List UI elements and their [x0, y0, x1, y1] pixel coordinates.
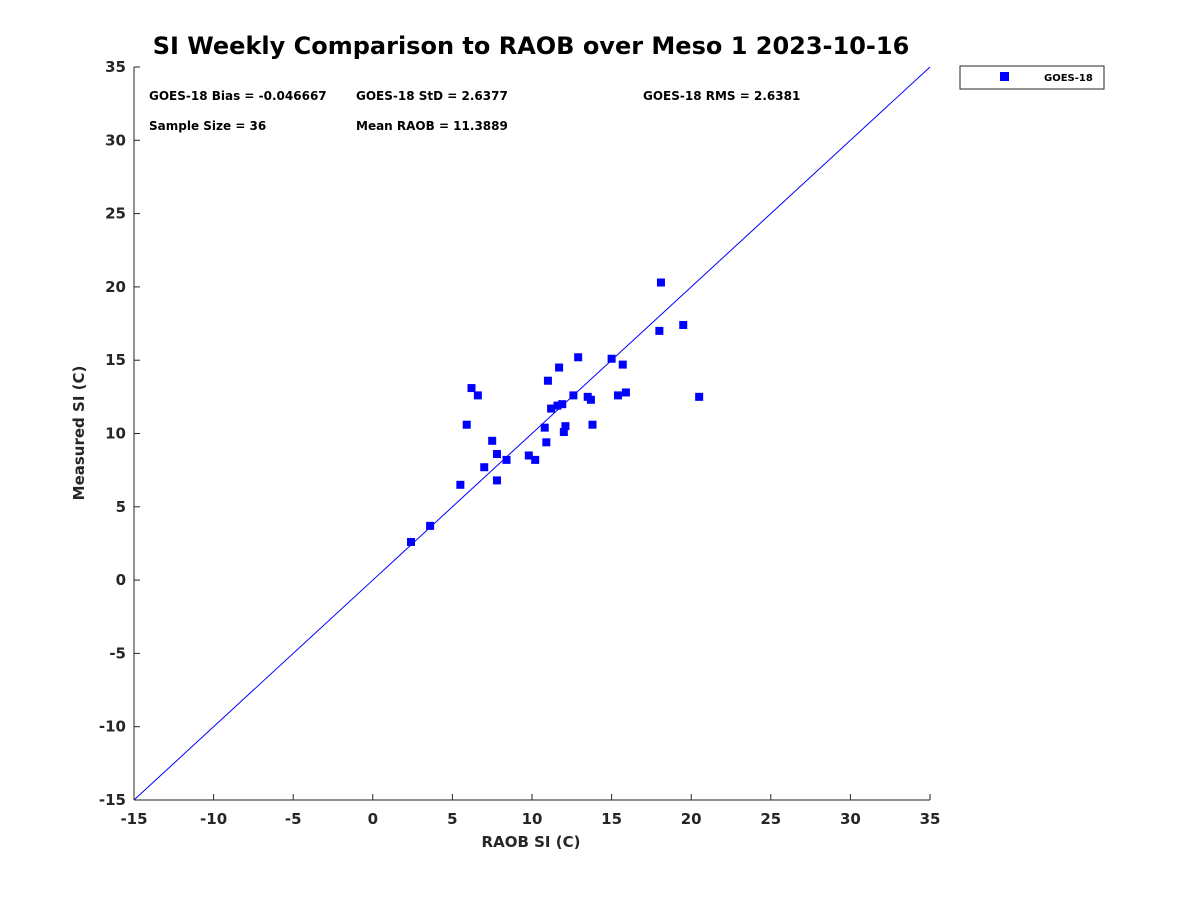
data-point	[540, 423, 549, 432]
data-point	[553, 401, 562, 410]
x-tick-label: 30	[840, 810, 861, 828]
data-point	[607, 354, 616, 363]
bias-stat: GOES-18 Bias = -0.046667	[149, 89, 327, 103]
data-point	[621, 388, 630, 397]
x-tick-label: -5	[285, 810, 302, 828]
data-point	[462, 420, 471, 429]
data-point	[574, 353, 583, 362]
data-point	[588, 420, 597, 429]
y-tick-label: 25	[105, 205, 126, 223]
y-tick-label: 0	[116, 571, 126, 589]
rms-stat: GOES-18 RMS = 2.6381	[643, 89, 800, 103]
data-point	[480, 463, 489, 472]
y-tick-label: 10	[105, 425, 126, 443]
chart-title: SI Weekly Comparison to RAOB over Meso 1…	[153, 32, 910, 60]
x-tick-label: 35	[920, 810, 941, 828]
y-axis-label: Measured SI (C)	[70, 366, 88, 501]
data-point	[473, 391, 482, 400]
data-point	[586, 395, 595, 404]
x-tick-label: 0	[368, 810, 378, 828]
std-stat: GOES-18 StD = 2.6377	[356, 89, 508, 103]
sample-size-stat: Sample Size = 36	[149, 119, 266, 133]
data-point	[492, 450, 501, 459]
y-tick-label: -15	[99, 791, 126, 809]
y-tick-label: 30	[105, 131, 126, 149]
mean-raob-stat: Mean RAOB = 11.3889	[356, 119, 508, 133]
x-tick-label: 5	[447, 810, 457, 828]
data-point	[488, 436, 497, 445]
data-point	[656, 278, 665, 287]
data-point	[561, 422, 570, 431]
data-point	[613, 391, 622, 400]
data-point	[555, 363, 564, 372]
x-tick-label: -10	[200, 810, 227, 828]
plot-area: -15 -10 -5 0 5 10 15 20 25 30 35 -15 -10 -5 0 5 10 15 20 25…	[99, 58, 941, 828]
data-point	[492, 476, 501, 485]
data-point	[502, 455, 511, 464]
data-point	[558, 400, 567, 409]
data-point	[547, 404, 556, 413]
y-tick-label: -10	[99, 718, 126, 736]
data-point	[542, 438, 551, 447]
y-tick-label: -5	[109, 644, 126, 662]
y-tick-label: 20	[105, 278, 126, 296]
data-point	[569, 391, 578, 400]
reference-line-layer	[133, 66, 931, 801]
x-tick-label: 10	[522, 810, 543, 828]
legend-label-goes-18: GOES-18	[1044, 73, 1093, 84]
y-tick-label: 5	[116, 498, 126, 516]
y-tick-label: 15	[105, 351, 126, 369]
data-point	[618, 360, 627, 369]
points-layer	[407, 278, 704, 546]
legend-box	[959, 65, 1105, 90]
data-point	[559, 428, 568, 437]
x-tick-label: 15	[601, 810, 622, 828]
ticks-layer: -15 -10 -5 0 5 10 15 20 25 30 35 -15 -10 -5 0 5 10 15 20 25…	[99, 58, 941, 828]
legend-marker-goes-18	[1000, 72, 1009, 81]
one-to-one-line	[133, 66, 931, 801]
data-point	[695, 392, 704, 401]
data-point	[531, 455, 540, 464]
x-tick-label: -15	[120, 810, 147, 828]
x-tick-label: 25	[760, 810, 781, 828]
data-point	[426, 521, 435, 530]
data-point	[407, 537, 416, 546]
legend: GOES-18	[959, 65, 1105, 90]
data-point	[467, 384, 476, 393]
data-point	[456, 480, 465, 489]
data-point	[679, 321, 688, 330]
data-point	[655, 326, 664, 335]
x-tick-label: 20	[681, 810, 702, 828]
x-axis-label: RAOB SI (C)	[482, 833, 581, 851]
data-point	[543, 376, 552, 385]
stats-annotations: GOES-18 Bias = -0.046667 GOES-18 StD = 2…	[149, 89, 800, 133]
data-point	[524, 451, 533, 460]
y-tick-label: 35	[105, 58, 126, 76]
